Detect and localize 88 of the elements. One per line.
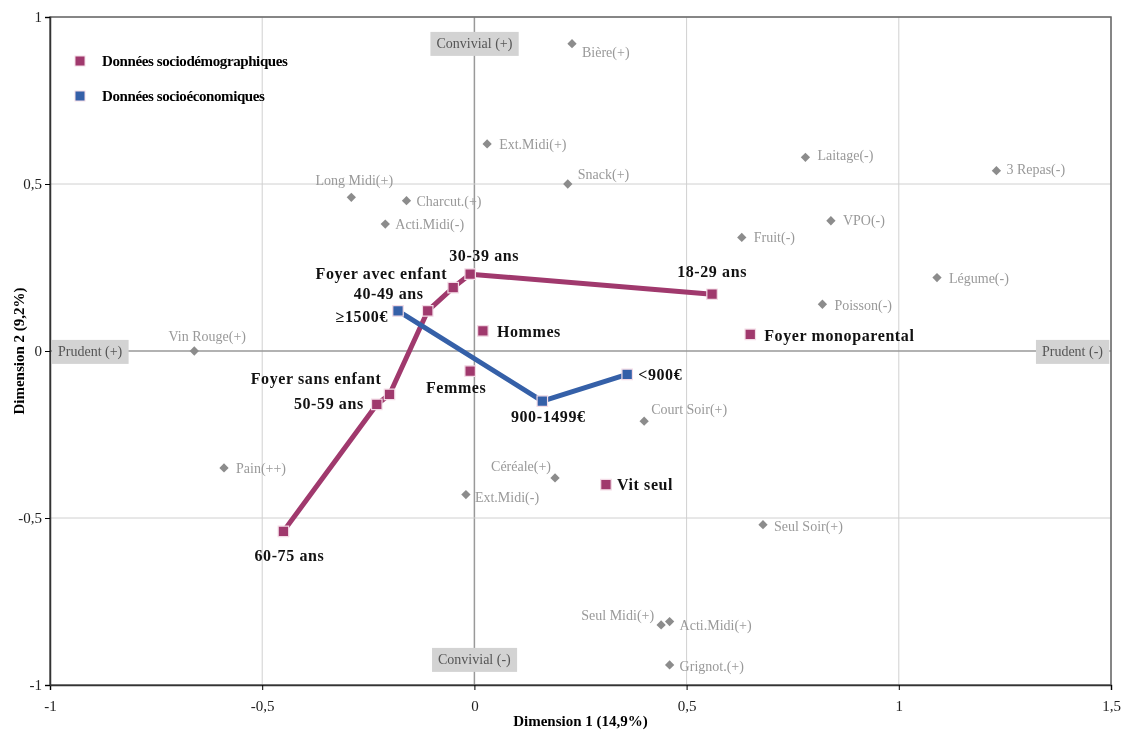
x-tick-label: -0,5: [250, 698, 275, 714]
annotation: Prudent (+): [58, 343, 123, 360]
point: [706, 288, 718, 301]
point: [932, 272, 942, 283]
point: [621, 368, 634, 381]
annotation: Ext.Midi(-): [474, 489, 540, 506]
point: [536, 395, 549, 407]
y-tick-label: 1: [34, 9, 42, 26]
point: [392, 305, 404, 317]
point: [664, 660, 675, 670]
x-tick-label: 0: [471, 698, 479, 714]
annotation: Vit seul: [616, 475, 674, 493]
annotation: Femmes: [425, 379, 487, 397]
point: [563, 179, 573, 189]
point: [421, 305, 434, 317]
annotation: Convivial (-): [438, 651, 512, 668]
annotation: ≥1500€: [335, 307, 389, 325]
point: [550, 473, 560, 483]
annotation: Foyer monoparental: [764, 327, 915, 346]
annotation: Ext.Midi(+): [499, 136, 567, 153]
point: [639, 416, 649, 426]
annotation: 30-39 ans: [449, 247, 520, 265]
legend-label: Données socioéconomiques: [102, 88, 266, 105]
point: [482, 139, 492, 149]
point: [664, 616, 675, 627]
y-tick-label: 0: [34, 343, 42, 360]
annotation: 900-1499€: [510, 408, 586, 426]
x-tick-label: 1: [895, 698, 904, 714]
point: [346, 192, 356, 202]
point: [219, 463, 229, 473]
annotation: 18-29 ans: [677, 263, 747, 281]
annotation: Long Midi(+): [315, 173, 394, 190]
annotation: Acti.Midi(+): [679, 617, 753, 634]
point: [464, 365, 476, 377]
annotation: Convivial (+): [436, 35, 513, 52]
annotation: 40-49 ans: [353, 284, 424, 302]
annotation: Court Soir(+): [651, 402, 728, 419]
point: [567, 39, 577, 49]
point: [370, 398, 383, 411]
y-tick-label: -0,5: [18, 510, 42, 527]
point: [401, 196, 412, 206]
y-tick-label: 0,5: [23, 176, 42, 193]
annotation: <900€: [638, 366, 683, 384]
x-tick-label: 1,5: [1102, 698, 1121, 714]
annotation: Céréale(+): [491, 458, 552, 475]
annotation: Légume(-): [949, 270, 1010, 287]
point: [600, 478, 612, 491]
annotation: VPO(-): [842, 212, 886, 229]
point: [447, 281, 460, 294]
point: [477, 325, 489, 337]
annotation: Laitage(-): [817, 148, 874, 165]
annotation: Foyer avec enfant: [315, 264, 448, 283]
point: [817, 299, 828, 309]
point: [800, 152, 811, 162]
annotation: Acti.Midi(-): [395, 217, 465, 234]
annotation: Seul Soir(+): [773, 518, 844, 535]
point: [656, 620, 666, 630]
x-axis-title: Dimension 1 (14,9%): [513, 713, 648, 730]
annotation: Pain(++): [236, 460, 287, 477]
annotation: Vin Rouge(+): [168, 329, 247, 345]
point: [383, 388, 396, 401]
point: [464, 268, 476, 281]
annotation: 60-75 ans: [254, 547, 325, 565]
annotation: Grignot.(+): [679, 658, 745, 675]
x-tick-label: -1: [44, 698, 57, 714]
y-axis-title: Dimension 2 (9,2%): [11, 287, 28, 415]
annotation: Seul Midi(+): [581, 607, 655, 624]
annotation: Foyer sans enfant: [250, 370, 382, 389]
annotation: Hommes: [496, 322, 561, 340]
annotation: 50-59 ans: [293, 395, 364, 413]
point: [189, 346, 199, 356]
point: [758, 520, 768, 530]
annotation: Fruit(-): [753, 230, 796, 247]
point: [461, 489, 471, 500]
point: [737, 232, 747, 243]
point: [991, 166, 1002, 176]
annotation: 3 Repas(-): [1006, 161, 1066, 178]
annotation: Bière(+): [582, 44, 630, 61]
point: [277, 525, 290, 538]
point: [744, 328, 757, 341]
x-tick-label: 0,5: [677, 698, 697, 714]
point: [380, 219, 390, 229]
y-tick-label: -1: [29, 677, 42, 694]
annotation: Snack(+): [577, 167, 630, 183]
point: [826, 216, 836, 226]
annotation: Poisson(-): [834, 298, 893, 315]
legend-label: Données sociodémographiques: [102, 53, 289, 70]
annotation: Prudent (-): [1041, 343, 1104, 360]
